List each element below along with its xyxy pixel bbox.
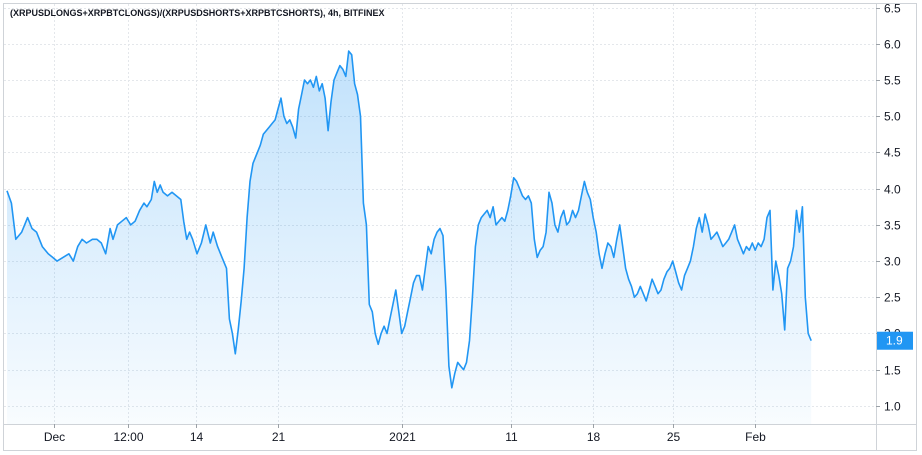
chart-frame [3, 3, 917, 451]
y-tick-label: 5.0 [884, 110, 901, 124]
y-tick-label: 3.0 [884, 255, 901, 269]
y-tick-label: 3.5 [884, 219, 901, 233]
y-tick-label: 5.5 [884, 74, 901, 88]
y-tick-label: 1.0 [884, 400, 901, 414]
series-area-fill [7, 51, 812, 424]
x-tick-label: Feb [745, 430, 766, 444]
y-tick-label: 6.0 [884, 38, 901, 52]
x-tick-label: 21 [272, 430, 286, 444]
x-tick-label: 11 [505, 430, 518, 444]
series-layer [6, 50, 812, 424]
x-tick-label: 25 [667, 430, 681, 444]
x-tick-label: 12:00 [113, 430, 143, 444]
axis-layer: 1.01.52.02.53.03.54.04.55.05.56.06.5Dec1… [3, 2, 917, 451]
y-tick-label: 1.5 [884, 364, 901, 378]
y-tick-label: 4.0 [884, 183, 901, 197]
x-tick-label: Dec [44, 430, 65, 444]
series-line [6, 50, 812, 389]
last-price-value: 1.9 [886, 334, 903, 348]
x-tick-label: 14 [190, 430, 204, 444]
last-price-badge [877, 331, 913, 350]
y-tick-label: 4.5 [884, 146, 901, 160]
chart-title: (XRPUSDLONGS+XRPBTCLONGS)/(XRPUSDSHORTS+… [10, 8, 385, 18]
x-tick-label: 2021 [389, 430, 416, 444]
x-tick-label: 18 [587, 430, 601, 444]
y-tick-label: 2.5 [884, 291, 901, 305]
y-tick-label: 6.5 [884, 2, 901, 16]
